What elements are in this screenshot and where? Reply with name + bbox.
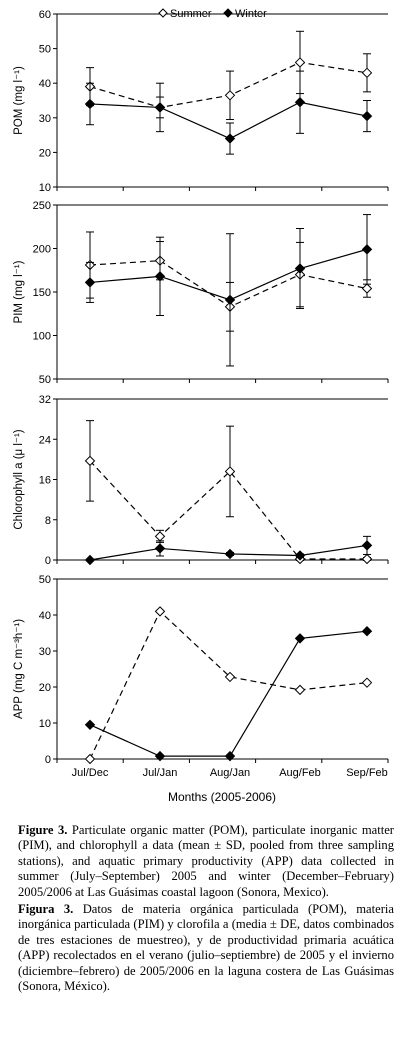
data-point xyxy=(294,57,306,68)
data-point xyxy=(154,531,166,542)
y-tick-label: 100 xyxy=(33,331,51,343)
data-point xyxy=(224,548,236,560)
panel-1: 10 20 30 40 50 60 POM (mg l⁻¹) xyxy=(13,9,389,194)
y-tick-label: 0 xyxy=(45,754,51,766)
y-tick-label: 50 xyxy=(39,374,51,386)
legend-marker-summer xyxy=(158,8,168,18)
y-tick-label: 40 xyxy=(39,78,51,90)
data-point xyxy=(224,466,236,477)
data-point xyxy=(224,90,236,101)
y-tick-label: 20 xyxy=(39,682,51,694)
y-axis-title: PIM (mg l⁻¹) xyxy=(13,260,25,323)
caption-spanish: Figura 3. Datos de materia orgánica part… xyxy=(18,902,394,994)
legend-marker-winter xyxy=(223,8,233,18)
data-point xyxy=(154,102,166,113)
data-point xyxy=(84,98,96,110)
y-axis-title: POM (mg l⁻¹) xyxy=(13,66,25,135)
y-tick-label: 20 xyxy=(39,147,51,159)
series-line xyxy=(89,101,368,140)
series-summer xyxy=(84,231,373,332)
data-point xyxy=(154,606,166,617)
series-winter xyxy=(84,625,373,762)
x-axis-title: Months (2005-2006) xyxy=(168,790,276,804)
panel-3: 0 8 16 24 32 Chlorophyll a (μ l⁻¹) xyxy=(13,394,389,567)
legend: Summer Winter xyxy=(158,8,267,20)
series-winter xyxy=(84,535,373,566)
y-axis-title: APP (mg C m⁻³h⁻¹) xyxy=(13,619,25,719)
data-point xyxy=(361,283,373,294)
x-tick-label: Jul/Dec xyxy=(72,767,109,779)
data-point xyxy=(84,455,96,467)
x-tick-label: Sep/Feb xyxy=(346,767,388,779)
series-winter xyxy=(84,70,373,155)
y-tick-label: 50 xyxy=(39,574,51,586)
data-point xyxy=(154,543,166,554)
y-axis-title: Chlorophyll a (μ l⁻¹) xyxy=(13,429,25,529)
data-point xyxy=(154,750,166,762)
data-point xyxy=(294,97,306,108)
data-point xyxy=(361,67,373,79)
caption-spanish-text: Datos de materia orgánica particulada (P… xyxy=(18,902,394,994)
y-tick-label: 24 xyxy=(39,434,51,446)
data-point xyxy=(84,753,96,765)
legend-label-winter: Winter xyxy=(235,8,267,20)
data-point xyxy=(84,277,96,288)
caption-english: Figure 3. Particulate organic matter (PO… xyxy=(18,823,394,900)
series-line xyxy=(89,61,368,109)
series-summer xyxy=(84,606,373,765)
figure-caption: Figure 3. Particulate organic matter (PO… xyxy=(18,823,394,996)
y-tick-label: 8 xyxy=(45,515,51,527)
panel-4: 0 10 20 30 40 50 APP (mg C m⁻³h⁻¹) xyxy=(13,574,389,766)
series-line xyxy=(89,460,367,560)
caption-english-label: Figure 3. xyxy=(18,823,68,837)
data-point xyxy=(294,550,306,561)
y-tick-label: 16 xyxy=(39,475,51,487)
data-point xyxy=(294,263,306,274)
data-point xyxy=(294,633,306,644)
data-point xyxy=(361,677,373,688)
y-tick-label: 250 xyxy=(33,200,51,212)
y-tick-label: 60 xyxy=(39,9,51,21)
x-tick-label: Aug/Feb xyxy=(279,767,321,779)
series-winter xyxy=(84,214,373,367)
y-tick-label: 10 xyxy=(39,182,51,194)
series-line xyxy=(89,248,368,301)
data-point xyxy=(361,244,373,255)
x-tick-label: Jul/Jan xyxy=(143,767,178,779)
y-tick-label: 0 xyxy=(45,555,51,567)
data-point xyxy=(224,133,236,144)
legend-label-summer: Summer xyxy=(170,8,212,20)
data-point xyxy=(361,110,373,122)
y-tick-label: 40 xyxy=(39,610,51,622)
y-tick-label: 150 xyxy=(33,287,51,299)
y-tick-label: 30 xyxy=(39,646,51,658)
series-line xyxy=(89,610,368,760)
data-point xyxy=(84,554,96,566)
series-summer xyxy=(84,420,373,565)
data-point xyxy=(294,684,306,696)
y-tick-label: 50 xyxy=(39,44,51,56)
y-tick-label: 10 xyxy=(39,718,51,730)
y-tick-label: 30 xyxy=(39,113,51,125)
data-point xyxy=(224,294,236,306)
data-point xyxy=(154,271,166,282)
data-point xyxy=(361,540,373,551)
y-tick-label: 32 xyxy=(39,394,51,406)
y-tick-label: 200 xyxy=(33,244,51,256)
caption-spanish-label: Figura 3. xyxy=(18,902,74,917)
panel-2: 50 100 150 200 250 PIM (mg l⁻¹) xyxy=(13,200,389,386)
data-point xyxy=(84,719,96,731)
data-point xyxy=(361,625,373,637)
data-point xyxy=(224,750,236,762)
data-point xyxy=(361,553,373,565)
x-tick-label: Aug/Jan xyxy=(210,767,250,779)
series-line xyxy=(89,630,368,757)
caption-english-text: Particulate organic matter (POM), partic… xyxy=(18,823,394,899)
data-point xyxy=(224,671,236,683)
